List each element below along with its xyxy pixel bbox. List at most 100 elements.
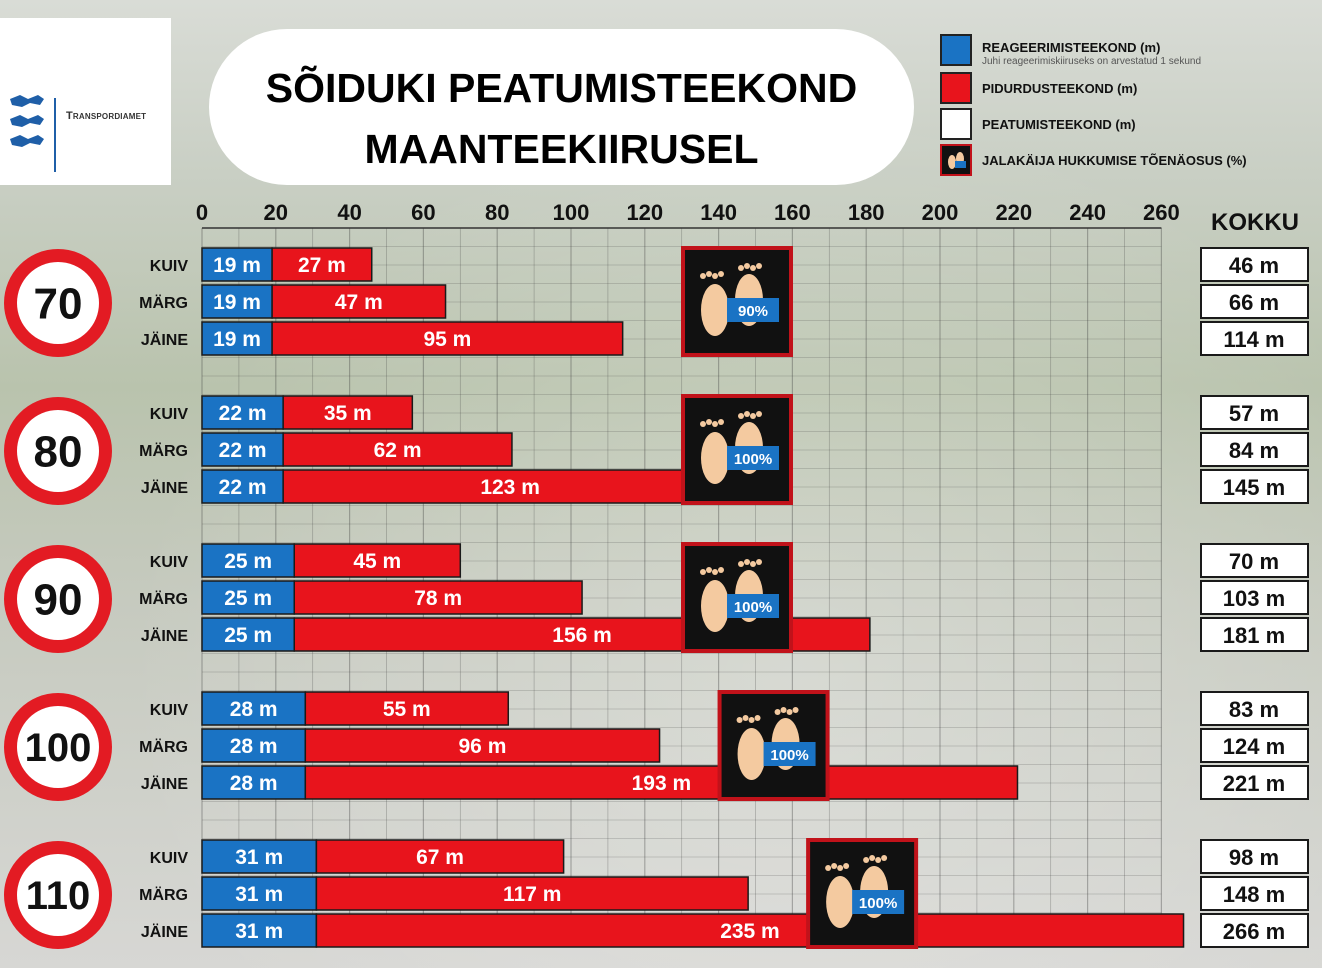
braking-distance-label: 96 m xyxy=(459,735,507,758)
legend: REAGEERIMISTEEKOND (m) Juhi reageerimisk… xyxy=(940,30,1300,180)
reaction-distance-bar xyxy=(201,728,307,763)
toe-icon xyxy=(700,421,706,427)
x-tick-label: 0 xyxy=(196,200,208,225)
braking-distance-label: 55 m xyxy=(383,698,431,721)
footprint-left-icon xyxy=(737,728,766,780)
toe-icon xyxy=(825,865,832,871)
x-tick-label: 40 xyxy=(337,200,361,225)
x-tick-label: 260 xyxy=(1143,200,1180,225)
total-distance-value: 124 m xyxy=(1223,734,1285,759)
speed-limit-sign-inner xyxy=(17,854,99,936)
reaction-distance-label: 28 m xyxy=(230,772,278,795)
total-distance-box xyxy=(1200,913,1309,948)
fatality-percent-badge xyxy=(852,890,905,914)
toe-icon xyxy=(706,567,712,573)
total-distance-box xyxy=(1200,247,1309,282)
braking-distance-label: 235 m xyxy=(720,920,780,943)
reaction-distance-label: 22 m xyxy=(219,476,267,499)
toe-icon xyxy=(700,569,706,575)
toe-icon xyxy=(718,419,724,425)
x-tick-label: 60 xyxy=(411,200,435,225)
total-distance-value: 83 m xyxy=(1229,697,1279,722)
x-tick-label: 100 xyxy=(553,200,590,225)
total-distance-value: 221 m xyxy=(1223,771,1285,796)
toe-icon xyxy=(881,855,888,861)
braking-distance-bar xyxy=(271,247,373,282)
total-distance-box xyxy=(1200,432,1309,467)
toe-icon xyxy=(706,271,712,277)
reaction-distance-label: 25 m xyxy=(224,624,272,647)
toe-icon xyxy=(738,265,744,271)
toe-icon xyxy=(875,857,882,863)
reaction-distance-label: 31 m xyxy=(235,846,283,869)
reaction-distance-bar xyxy=(201,617,295,652)
reaction-distance-bar xyxy=(201,432,284,467)
toe-icon xyxy=(712,569,718,575)
reaction-distance-label: 25 m xyxy=(224,587,272,610)
toe-icon xyxy=(792,707,799,713)
total-distance-value: 66 m xyxy=(1229,290,1279,315)
braking-distance-label: 47 m xyxy=(335,291,383,314)
road-condition-label: MÄRG xyxy=(139,442,188,460)
total-distance-value: 70 m xyxy=(1229,549,1279,574)
legend-swatch-fatality xyxy=(940,144,972,176)
x-tick-label: 180 xyxy=(848,200,885,225)
fatality-percent-value: 100% xyxy=(734,599,772,616)
toe-icon xyxy=(718,271,724,277)
transpordiamet-logo: Transpordiamet xyxy=(0,18,171,185)
toe-icon xyxy=(748,717,755,723)
legend-label-stopping: PEATUMISTEEKOND (m) xyxy=(982,117,1136,132)
reaction-distance-bar xyxy=(201,839,318,874)
logo-separator xyxy=(54,98,56,172)
toe-icon xyxy=(738,561,744,567)
footprints-icon xyxy=(948,152,966,169)
braking-distance-bar xyxy=(315,913,1185,948)
road-condition-label: KUIV xyxy=(150,406,189,423)
fatality-percent-badge xyxy=(727,594,779,618)
total-distance-box xyxy=(1200,469,1309,504)
toe-icon xyxy=(744,411,750,417)
reaction-distance-label: 22 m xyxy=(219,439,267,462)
speed-limit-value: 90 xyxy=(34,575,83,624)
road-condition-label: KUIV xyxy=(150,702,189,719)
road-condition-label: KUIV xyxy=(150,554,189,571)
x-tick-label: 200 xyxy=(922,200,959,225)
reaction-distance-bar xyxy=(201,580,295,615)
total-distance-value: 103 m xyxy=(1223,586,1285,611)
total-distance-value: 46 m xyxy=(1229,253,1279,278)
braking-distance-label: 123 m xyxy=(480,476,540,499)
fatality-percent-value: 90% xyxy=(738,303,768,320)
reaction-distance-bar xyxy=(201,876,318,911)
toe-icon xyxy=(756,559,762,565)
fatality-percent-value: 100% xyxy=(859,895,897,912)
total-distance-value: 145 m xyxy=(1223,475,1285,500)
total-distance-box xyxy=(1200,284,1309,319)
toe-icon xyxy=(774,709,781,715)
footprint-left-icon xyxy=(701,580,729,632)
speed-limit-value: 80 xyxy=(34,427,83,476)
reaction-distance-bar xyxy=(201,543,295,578)
footprint-left-icon xyxy=(826,876,855,928)
road-condition-label: JÄINE xyxy=(141,627,188,645)
braking-distance-bar xyxy=(315,839,565,874)
reaction-distance-bar xyxy=(201,913,318,948)
chart-title: SÕIDUKI PEATUMISTEEKOND MAANTEEKIIRUSEL xyxy=(209,29,914,185)
total-distance-value: 98 m xyxy=(1229,845,1279,870)
toe-icon xyxy=(712,273,718,279)
toe-icon xyxy=(744,263,750,269)
legend-swatch-stopping xyxy=(940,108,972,140)
toe-icon xyxy=(700,273,706,279)
fatality-percent-badge xyxy=(763,742,816,766)
road-condition-label: MÄRG xyxy=(139,590,188,608)
reaction-distance-bar xyxy=(201,395,284,430)
toe-icon xyxy=(750,561,756,567)
total-distance-box xyxy=(1200,395,1309,430)
speed-limit-sign-inner xyxy=(17,262,99,344)
reaction-distance-label: 19 m xyxy=(213,291,261,314)
toe-icon xyxy=(786,709,793,715)
road-condition-label: JÄINE xyxy=(141,331,188,349)
toe-icon xyxy=(863,857,870,863)
x-tick-label: 20 xyxy=(264,200,288,225)
toe-icon xyxy=(750,265,756,271)
legend-note-reaction: Juhi reageerimiskiiruseks on arvestatud … xyxy=(982,56,1201,67)
